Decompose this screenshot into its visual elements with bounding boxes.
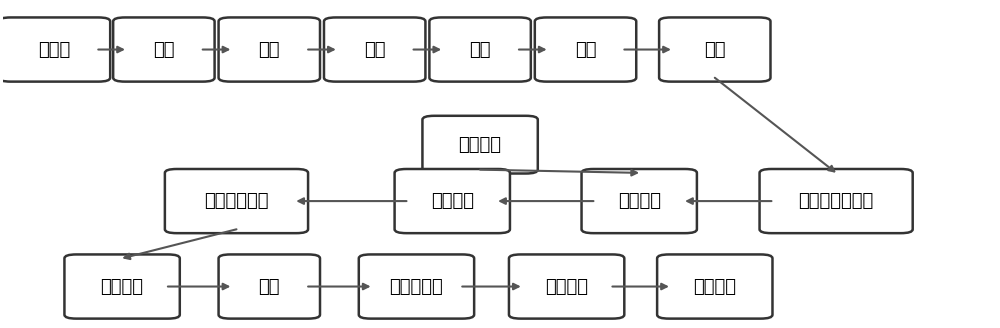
Text: 煛烧: 煛烧: [153, 41, 175, 58]
Text: 离心、干燥: 离心、干燥: [390, 277, 443, 296]
Text: 锂辉石: 锂辉石: [38, 41, 71, 58]
FancyBboxPatch shape: [324, 17, 425, 82]
Text: 碳化: 碳化: [259, 277, 280, 296]
FancyBboxPatch shape: [535, 17, 636, 82]
Text: 球磨: 球磨: [364, 41, 385, 58]
FancyBboxPatch shape: [359, 255, 474, 318]
FancyBboxPatch shape: [422, 116, 538, 174]
Text: 盐湖矿石: 盐湖矿石: [459, 136, 502, 154]
Text: 苃化除杂: 苃化除杂: [431, 192, 474, 210]
FancyBboxPatch shape: [429, 17, 531, 82]
FancyBboxPatch shape: [219, 17, 320, 82]
Text: 冷却: 冷却: [259, 41, 280, 58]
FancyBboxPatch shape: [657, 255, 772, 318]
FancyBboxPatch shape: [582, 169, 697, 233]
Text: 蒸发浓缩: 蒸发浓缩: [101, 277, 144, 296]
FancyBboxPatch shape: [165, 169, 308, 233]
FancyBboxPatch shape: [659, 17, 770, 82]
FancyBboxPatch shape: [64, 255, 180, 318]
Text: 酸化: 酸化: [469, 41, 491, 58]
Text: 净化除杂: 净化除杂: [618, 192, 661, 210]
FancyBboxPatch shape: [219, 255, 320, 318]
Text: 冷冻除硫酸钓: 冷冻除硫酸钓: [204, 192, 269, 210]
Text: 产品包装: 产品包装: [693, 277, 736, 296]
Text: 气流粉碎: 气流粉碎: [545, 277, 588, 296]
FancyBboxPatch shape: [760, 169, 913, 233]
FancyBboxPatch shape: [113, 17, 215, 82]
Text: 冷却: 冷却: [575, 41, 596, 58]
FancyBboxPatch shape: [509, 255, 624, 318]
Text: 调浆: 调浆: [704, 41, 726, 58]
Text: 浸出、过滤洗涂: 浸出、过滤洗涂: [798, 192, 874, 210]
FancyBboxPatch shape: [395, 169, 510, 233]
FancyBboxPatch shape: [0, 17, 110, 82]
